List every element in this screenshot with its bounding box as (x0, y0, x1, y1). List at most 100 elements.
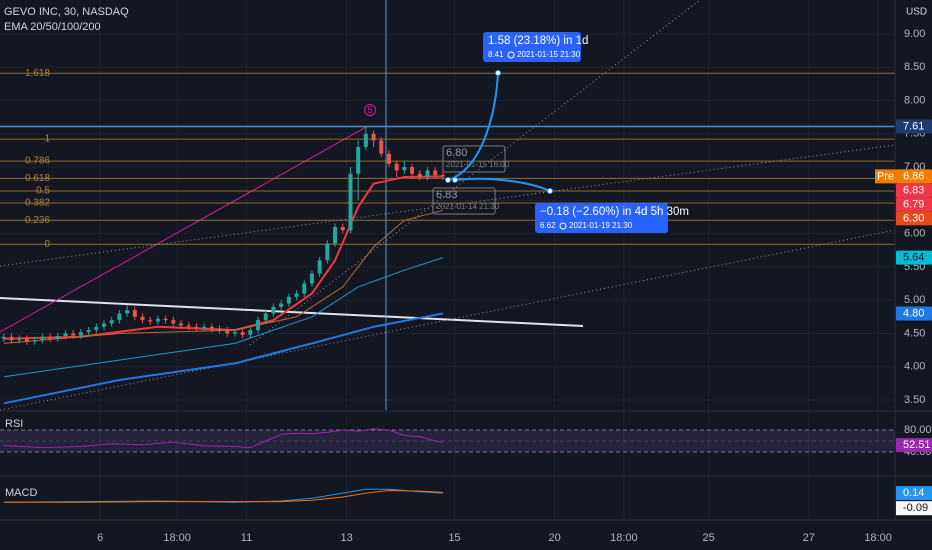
wave-label: 5 (367, 105, 372, 115)
price-label: 6.79 (903, 198, 924, 210)
candle-body (279, 303, 284, 307)
macd-title: MACD (5, 487, 37, 499)
candle-body (379, 140, 384, 154)
price-label: 4.80 (903, 307, 924, 319)
candle-body (209, 326, 214, 329)
y-tick-label: 4.50 (904, 327, 925, 339)
trend-line (0, 297, 584, 327)
candle-body (117, 313, 122, 321)
wave-line (0, 125, 369, 333)
candle-body (356, 147, 361, 174)
point-box (432, 187, 496, 215)
candle-body (440, 175, 445, 177)
ema-line (3, 312, 444, 405)
wave-marker (364, 104, 376, 116)
price-label: 5.64 (903, 251, 924, 263)
currency: USD (906, 7, 927, 18)
measure-time: 2021-01-19 21:30 (569, 221, 633, 230)
price-label: 6.30 (903, 212, 924, 224)
x-tick-label: 25 (703, 532, 715, 544)
candle-body (417, 173, 422, 178)
candle-body (40, 336, 45, 341)
point-price: 6.80 (446, 147, 467, 159)
dotted-line (0, 144, 896, 267)
point-time: 2021-01-14 21:30 (436, 202, 500, 211)
candle-body (325, 243, 330, 261)
candle-body (179, 323, 184, 326)
candle-body (248, 330, 253, 335)
candle-body (363, 133, 368, 148)
candle-body (309, 273, 314, 284)
candle-body (433, 170, 438, 176)
candle-body (125, 310, 130, 314)
measure-arrow (447, 73, 499, 181)
measure-price: 6.62 (540, 221, 556, 230)
candle-body (63, 333, 68, 337)
y-tick-label: 9.00 (904, 28, 925, 40)
macd-value: -0.09 (903, 502, 928, 514)
measure-time: 2021-01-15 21:30 (517, 50, 581, 59)
candle-body (225, 330, 230, 334)
price-label-box (896, 197, 932, 212)
candle-body (9, 336, 14, 341)
candle-body (48, 336, 53, 339)
rsi-title: RSI (5, 418, 23, 430)
candle-body (386, 153, 391, 164)
candle-body (163, 318, 168, 321)
candle-body (271, 306, 276, 314)
candle-body (263, 313, 268, 321)
candle-body (394, 163, 399, 171)
macd-value-box (896, 501, 932, 516)
macd-value: 0.14 (903, 487, 924, 499)
fib-label: 0.618 (25, 173, 50, 184)
candle-body (232, 332, 237, 334)
ema-line (3, 209, 444, 344)
y-tick-label: 3.50 (904, 394, 925, 406)
x-tick-label: 6 (97, 532, 103, 544)
x-tick-label: 18:00 (610, 532, 638, 544)
candle-body (71, 333, 76, 336)
candle-body (402, 167, 407, 171)
candle-body (256, 320, 261, 331)
candle-body (240, 332, 245, 335)
price-label: 6.83 (903, 184, 924, 196)
candle-body (78, 332, 83, 336)
anchor-point (452, 177, 458, 183)
measure-price: 8.41 (488, 50, 504, 59)
measure-box (535, 203, 668, 233)
candle-body (286, 296, 291, 304)
x-tick-label: 13 (340, 532, 352, 544)
fib-label: 0 (44, 239, 50, 250)
price-prefix: Pre (877, 170, 894, 182)
price-label-box (896, 169, 932, 184)
fib-label: 0.236 (25, 215, 50, 226)
rsi-value-box (896, 438, 932, 453)
clock-icon (507, 51, 515, 59)
y-tick-label: 8.50 (904, 61, 925, 73)
candle-body (317, 260, 322, 274)
point-box (442, 145, 506, 173)
ema-line (3, 175, 443, 340)
fib-label: 0.786 (25, 156, 50, 167)
candle-body (340, 226, 345, 231)
dotted-line (249, 0, 701, 346)
y-tick-label: 8.00 (904, 94, 925, 106)
x-tick-label: 27 (803, 532, 815, 544)
y-tick-label: 4.00 (904, 361, 925, 373)
candle-body (109, 320, 114, 324)
candle-body (186, 325, 191, 327)
macd-line (3, 488, 443, 503)
candle-body (371, 133, 376, 141)
anchor-point (445, 177, 451, 183)
fib-label: 0.382 (25, 198, 50, 209)
indicator: EMA 20/50/100/200 (4, 21, 101, 33)
candle-body (425, 170, 430, 178)
candle-body (348, 173, 353, 231)
x-tick-label: 11 (241, 532, 252, 544)
rsi-line (3, 428, 443, 449)
candle-body (17, 338, 22, 341)
price-label-box (896, 306, 932, 321)
candle-body (171, 320, 176, 324)
